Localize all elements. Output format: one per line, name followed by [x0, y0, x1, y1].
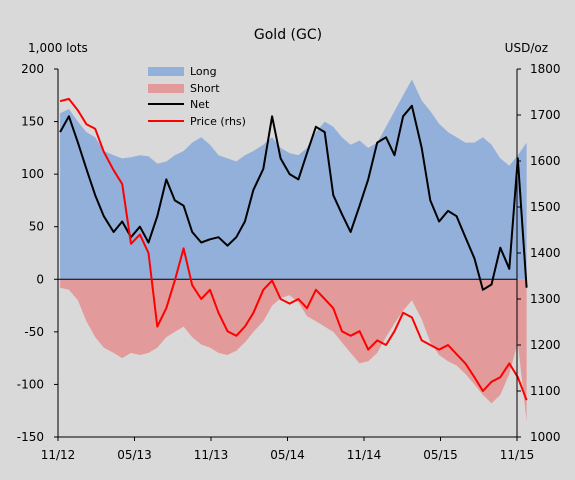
right-tick-label: 1200 — [530, 338, 561, 352]
x-tick-label: 05/15 — [423, 448, 458, 462]
axes: 200 150 100 50 0 -50 -100 -150 1800 1700 1600 1500 1… — [17, 62, 561, 462]
price-line — [59, 97, 528, 401]
legend-label-short: Short — [190, 82, 220, 95]
left-tick-label: -50 — [24, 325, 44, 339]
short-area — [60, 279, 527, 422]
net-line — [59, 104, 528, 291]
x-tick-label: 11/13 — [194, 448, 229, 462]
left-tick-label: 200 — [21, 62, 44, 76]
legend: Long Short Net Price (rhs) — [148, 65, 246, 128]
x-tick-label: 11/12 — [41, 448, 76, 462]
x-tick-label: 05/14 — [270, 448, 305, 462]
left-tick-label: 100 — [21, 167, 44, 181]
plot-area — [58, 79, 528, 422]
left-tick-label: 0 — [36, 272, 44, 286]
right-tick-label: 1400 — [530, 246, 561, 260]
left-tick-label: -150 — [17, 430, 44, 444]
right-axis-unit: USD/oz — [505, 41, 548, 55]
right-tick-label: 1300 — [530, 292, 561, 306]
left-axis-unit: 1,000 lots — [28, 41, 88, 55]
legend-label-long: Long — [190, 65, 217, 78]
right-tick-label: 1700 — [530, 108, 561, 122]
right-tick-label: 1600 — [530, 154, 561, 168]
legend-swatch-long — [148, 67, 184, 76]
legend-label-price: Price (rhs) — [190, 115, 246, 128]
chart-title: Gold (GC) — [254, 27, 322, 43]
left-tick-label: 50 — [29, 220, 44, 234]
legend-label-net: Net — [190, 98, 210, 111]
right-tick-label: 1000 — [530, 430, 561, 444]
right-tick-label: 1500 — [530, 200, 561, 214]
x-tick-label: 11/15 — [500, 448, 535, 462]
x-tick-label: 11/14 — [347, 448, 382, 462]
left-tick-label: 150 — [21, 115, 44, 129]
right-tick-label: 1800 — [530, 62, 561, 76]
right-tick-label: 1100 — [530, 384, 561, 398]
left-tick-label: -100 — [17, 377, 44, 391]
legend-swatch-short — [148, 84, 184, 93]
x-tick-label: 05/13 — [117, 448, 152, 462]
long-area — [60, 79, 527, 280]
